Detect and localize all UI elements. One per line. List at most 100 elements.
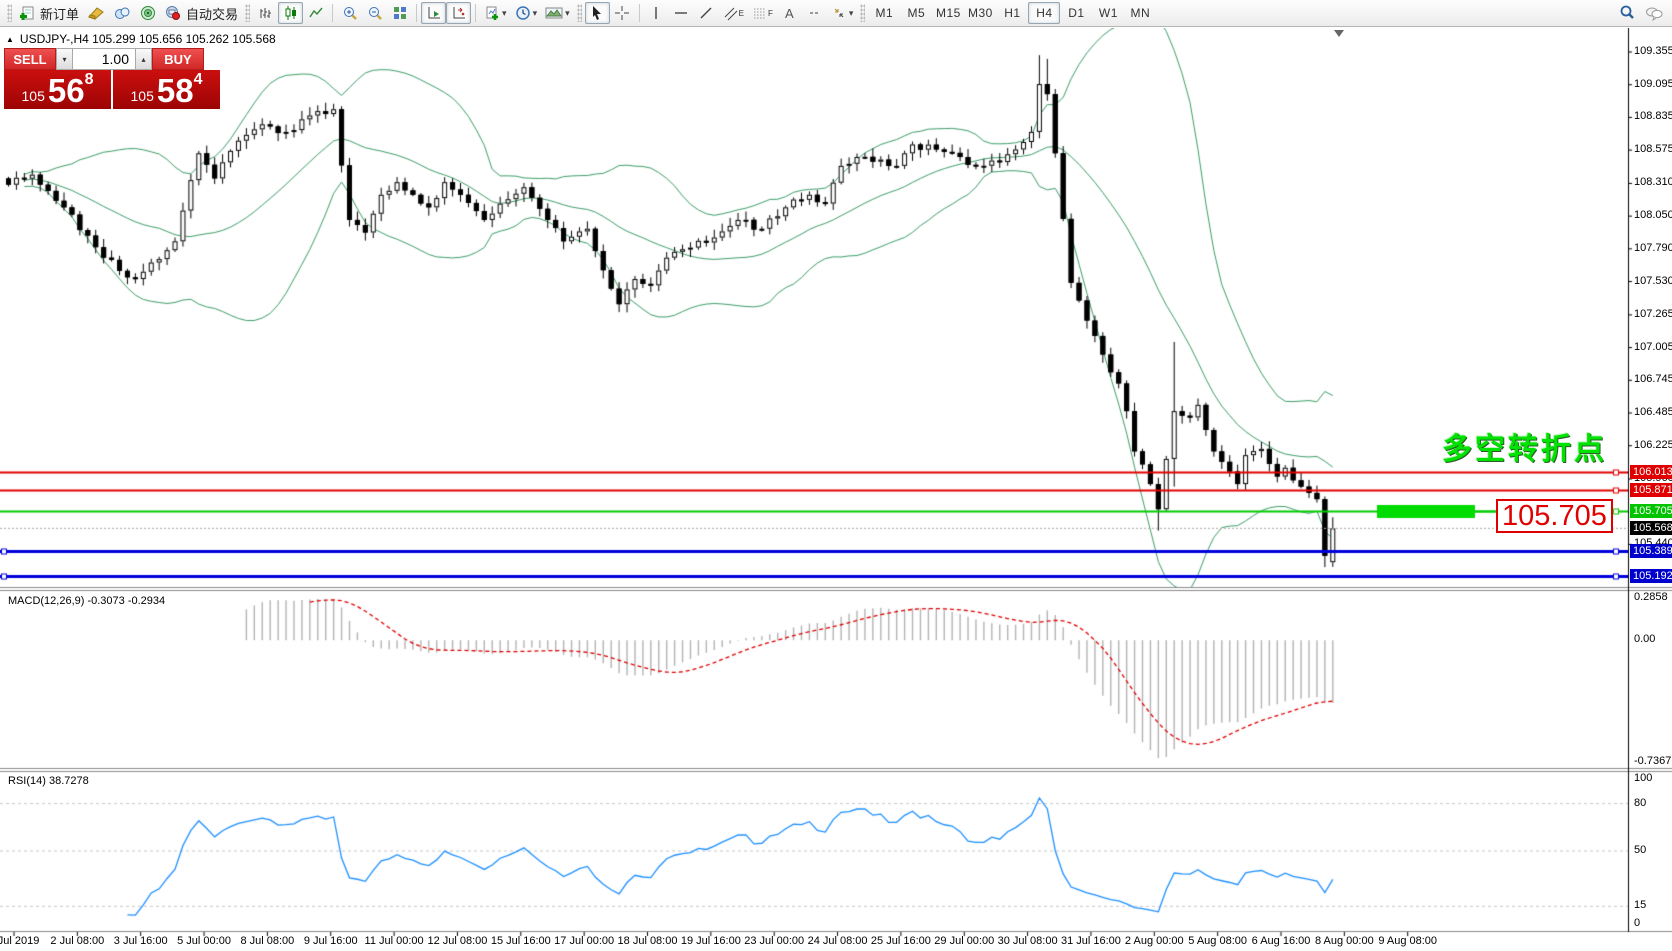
line-chart-button[interactable] (303, 2, 328, 24)
timeframe-H4[interactable]: H4 (1028, 2, 1061, 24)
timeframe-M15[interactable]: M15 (935, 6, 961, 20)
text-tool-button[interactable]: A (777, 2, 802, 24)
price-badge: 105.192 (1630, 568, 1672, 583)
volume-increase-button[interactable]: ▴ (135, 48, 152, 70)
text-label-tool-button[interactable] (802, 2, 827, 24)
scroll-end-marker-icon[interactable] (1334, 30, 1344, 37)
bar-chart-button[interactable] (253, 2, 278, 24)
date-label: 2 Jul 08:00 (50, 935, 105, 947)
date-label: 3 Jul 16:00 (113, 935, 168, 947)
axis-tick-label: 106.225 (1634, 438, 1672, 451)
sell-price-prefix: 105 (21, 88, 45, 104)
fibonacci-tool-button[interactable]: F (748, 2, 777, 24)
toolbar-grip[interactable] (245, 4, 251, 22)
buy-button[interactable]: BUY (152, 48, 204, 70)
timeframe-H1[interactable]: H1 (1004, 6, 1021, 20)
macd-indicator-label: MACD(12,26,9) -0.3073 -0.2934 (8, 595, 166, 607)
auto-scroll-icon (426, 5, 442, 21)
zoom-out-icon (367, 5, 383, 21)
timeframe-M30[interactable]: M30 (967, 6, 993, 20)
axis-tick-label: 106.745 (1634, 373, 1672, 386)
signals-button[interactable] (135, 2, 160, 24)
trendline-tool-button[interactable] (694, 2, 719, 24)
toolbar-grip[interactable] (860, 4, 866, 22)
periods-button[interactable]: ▾ (511, 2, 542, 24)
date-label: 8 Jul 08:00 (240, 935, 295, 947)
buy-price-panel[interactable]: 105 58 4 (113, 70, 220, 109)
horizontal-line-tool-button[interactable] (669, 2, 694, 24)
equidistant-channel-tool-button[interactable]: E (719, 2, 748, 24)
vertical-line-tool-button[interactable] (644, 2, 669, 24)
buy-price-prefix: 105 (130, 88, 154, 104)
sell-price-panel[interactable]: 105 56 8 (4, 70, 111, 109)
timeframe-M5[interactable]: M5 (907, 6, 926, 20)
cursor-icon (589, 5, 605, 21)
axis-tick-label: 108.835 (1634, 110, 1672, 123)
chevron-down-icon: ▾ (565, 7, 570, 18)
crosshair-tool-button[interactable] (610, 2, 635, 24)
toolbar-grip[interactable] (576, 4, 582, 22)
buy-price-pip: 4 (193, 71, 203, 88)
templates-button[interactable]: ▾ (541, 2, 574, 24)
timeframe-W1[interactable]: W1 (1098, 6, 1118, 20)
toolbar-grip[interactable] (7, 4, 12, 22)
market-watch-button[interactable] (83, 2, 109, 24)
signal-icon (140, 5, 156, 21)
date-label: 8 Aug 00:00 (1314, 935, 1374, 947)
axis-tick-label: 107.790 (1634, 241, 1672, 254)
date-label: 18 Jul 08:00 (617, 935, 678, 947)
search-icon (1618, 4, 1636, 22)
date-label: 24 Jul 08:00 (807, 935, 868, 947)
buy-price-big: 58 (156, 72, 194, 109)
volume-decrease-button[interactable]: ▾ (56, 48, 73, 70)
date-label: 9 Jul 16:00 (303, 935, 358, 947)
zoom-in-icon (342, 5, 358, 21)
candlestick-chart-button[interactable] (278, 2, 304, 24)
zoom-out-button[interactable] (362, 2, 387, 24)
cursor-tool-button[interactable] (584, 2, 610, 24)
autotrading-button[interactable]: 自动交易 (160, 2, 242, 24)
date-label: 12 Jul 08:00 (427, 935, 488, 947)
chart-annotation-text[interactable]: 多空转折点 (1442, 433, 1607, 466)
search-button[interactable] (1614, 2, 1640, 24)
date-label: 9 Aug 08:00 (1378, 935, 1438, 947)
channel-letter: E (738, 8, 744, 18)
tile-windows-icon (392, 5, 408, 21)
symbol-triangle-icon: ▲ (6, 34, 14, 44)
axis-tick-label: 108.575 (1634, 143, 1672, 156)
timeframe-MN[interactable]: MN (1130, 6, 1151, 20)
chart-shift-button[interactable] (446, 2, 472, 24)
date-label: 19 Jul 16:00 (680, 935, 741, 947)
date-label: 1 Jul 2019 (0, 935, 40, 947)
chart-canvas[interactable] (0, 28, 1672, 951)
candlestick-chart-icon (283, 5, 299, 21)
date-label: 2 Aug 00:00 (1124, 935, 1184, 947)
price-badge: 105.568 (1630, 521, 1672, 536)
price-callout-box[interactable]: 105.705 (1496, 499, 1613, 533)
axis-tick-label: 108.310 (1634, 176, 1672, 189)
community-button[interactable] (109, 2, 135, 24)
date-label: 23 Jul 00:00 (744, 935, 805, 947)
tile-windows-button[interactable] (387, 2, 412, 24)
gold-wedge-icon (87, 5, 105, 21)
date-label: 15 Jul 16:00 (490, 935, 551, 947)
price-badge: 106.013 (1630, 465, 1672, 480)
chat-button[interactable] (1640, 2, 1668, 24)
timeframe-D1[interactable]: D1 (1068, 6, 1085, 20)
volume-input[interactable] (73, 48, 135, 70)
rsi-indicator-label: RSI(14) 38.7278 (8, 775, 89, 787)
new-order-button[interactable]: 新订单 (15, 2, 83, 24)
auto-scroll-button[interactable] (421, 2, 447, 24)
indicators-icon (484, 5, 500, 21)
timeframe-M1[interactable]: M1 (875, 6, 894, 20)
zoom-in-button[interactable] (337, 2, 362, 24)
arrows-tool-button[interactable]: ▾ (827, 2, 858, 24)
sell-button[interactable]: SELL (4, 48, 56, 70)
timeframe-group: M1 M5 M15 M30 H1 H4 D1 W1 MN (868, 2, 1156, 24)
indicators-button[interactable]: ▾ (480, 2, 511, 24)
axis-tick-label: 50 (1634, 844, 1647, 856)
template-icon (545, 5, 563, 21)
chart-title: ▲ USDJPY-,H4 105.299 105.656 105.262 105… (6, 32, 276, 46)
axis-tick-label: 108.050 (1634, 209, 1672, 222)
